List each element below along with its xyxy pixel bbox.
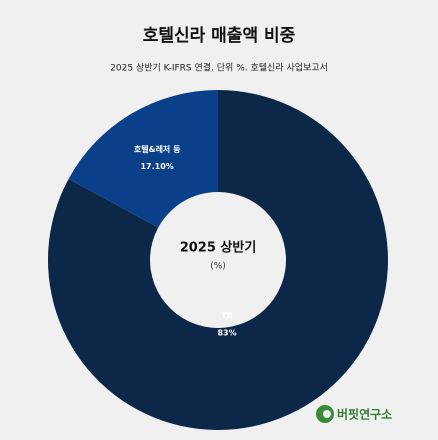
chart-subtitle: 2025 상반기 K-IFRS 연결. 단위 %. 호텔신라 사업보고서 <box>110 62 328 74</box>
logo-icon-inner <box>323 410 331 418</box>
chart-title: 호텔신라 매출액 비중 <box>143 26 296 46</box>
value-label: 17.10% <box>140 162 173 171</box>
value-label: 83% <box>217 329 236 338</box>
source-logo: 버핏연구소 <box>337 407 392 422</box>
center-subtitle: (%) <box>210 262 226 272</box>
slice-label: 호텔&레저 등 <box>134 144 181 154</box>
slice-label: TR <box>221 312 233 321</box>
slice <box>47 90 388 430</box>
center-title: 2025 상반기 <box>180 240 257 256</box>
slice <box>68 90 218 228</box>
